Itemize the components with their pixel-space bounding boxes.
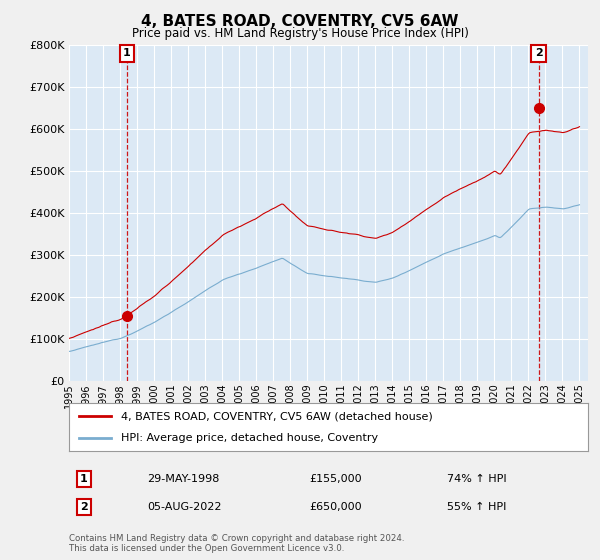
Text: Price paid vs. HM Land Registry's House Price Index (HPI): Price paid vs. HM Land Registry's House … — [131, 27, 469, 40]
Text: 4, BATES ROAD, COVENTRY, CV5 6AW (detached house): 4, BATES ROAD, COVENTRY, CV5 6AW (detach… — [121, 411, 433, 421]
Text: 74% ↑ HPI: 74% ↑ HPI — [447, 474, 506, 484]
Text: HPI: Average price, detached house, Coventry: HPI: Average price, detached house, Cove… — [121, 433, 378, 443]
Text: 29-MAY-1998: 29-MAY-1998 — [147, 474, 220, 484]
Text: 55% ↑ HPI: 55% ↑ HPI — [447, 502, 506, 512]
Text: Contains HM Land Registry data © Crown copyright and database right 2024.
This d: Contains HM Land Registry data © Crown c… — [69, 534, 404, 553]
Text: £155,000: £155,000 — [309, 474, 362, 484]
Text: 1: 1 — [80, 474, 88, 484]
Text: £650,000: £650,000 — [309, 502, 362, 512]
Text: 1: 1 — [123, 48, 131, 58]
Text: 4, BATES ROAD, COVENTRY, CV5 6AW: 4, BATES ROAD, COVENTRY, CV5 6AW — [141, 14, 459, 29]
Text: 2: 2 — [535, 48, 542, 58]
Text: 05-AUG-2022: 05-AUG-2022 — [147, 502, 221, 512]
Text: 2: 2 — [80, 502, 88, 512]
